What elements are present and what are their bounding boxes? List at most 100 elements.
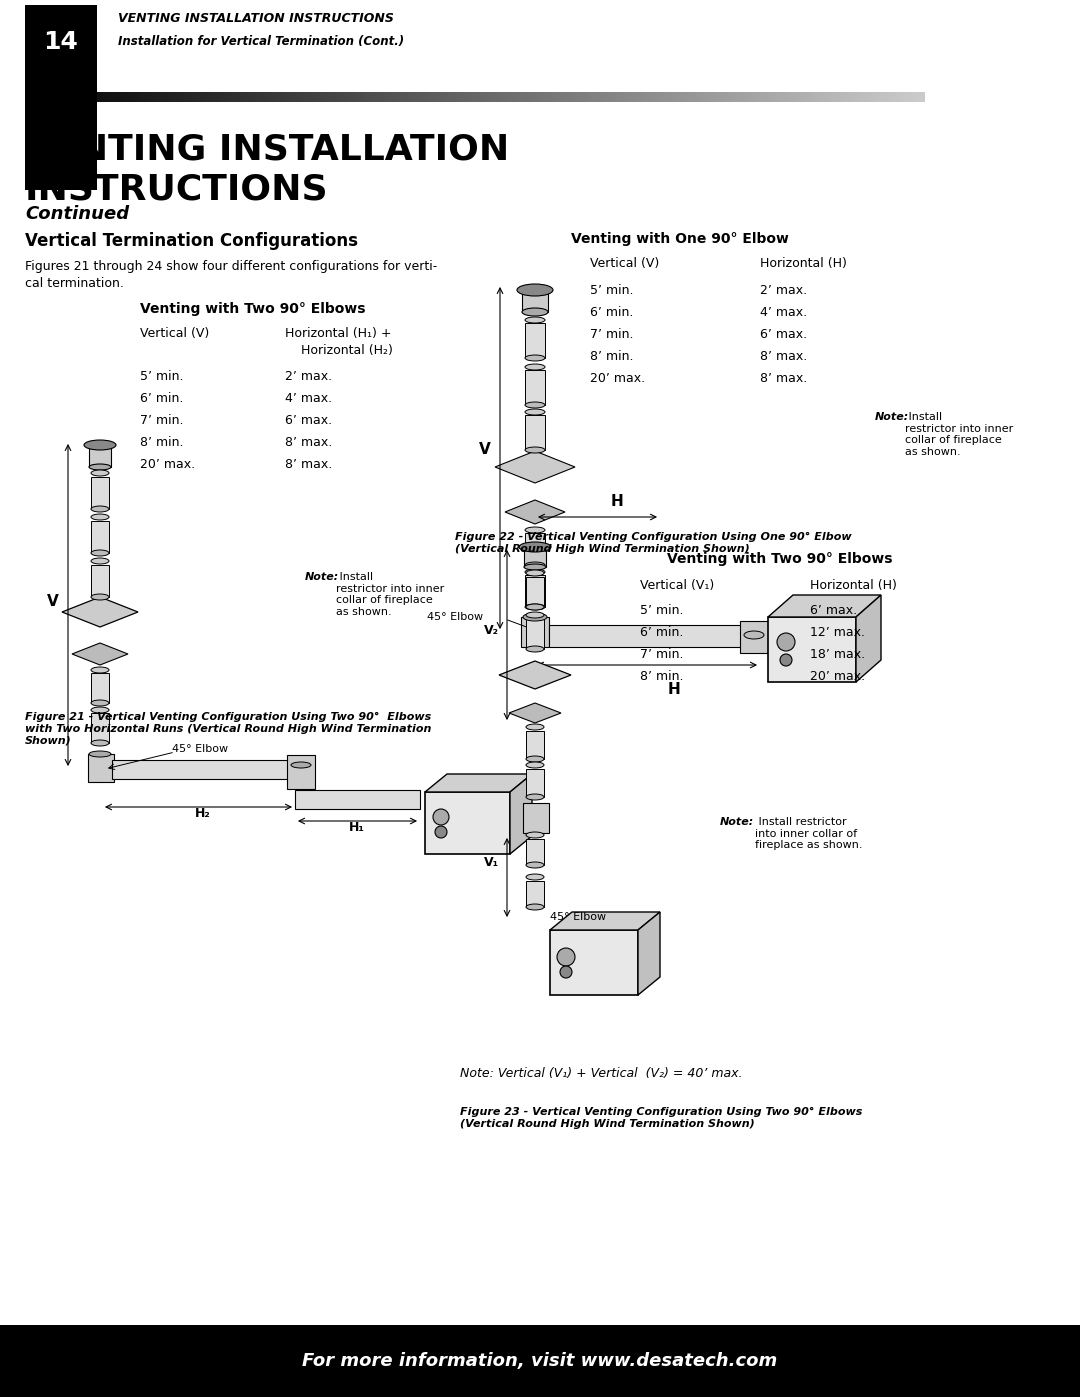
Bar — [39, 92, 43, 102]
Text: 20’ max.: 20’ max. — [140, 458, 195, 471]
Text: V₁: V₁ — [484, 856, 499, 869]
Bar — [799, 92, 804, 102]
Ellipse shape — [526, 612, 544, 617]
Bar — [93, 92, 97, 102]
Bar — [268, 92, 272, 102]
Bar — [573, 92, 579, 102]
Bar — [367, 92, 372, 102]
Text: 14: 14 — [43, 29, 79, 54]
Bar — [141, 92, 147, 102]
Polygon shape — [856, 595, 881, 682]
Bar — [89, 446, 111, 467]
Bar — [669, 92, 673, 102]
Bar — [731, 92, 737, 102]
Text: Vertical (V): Vertical (V) — [140, 327, 210, 339]
Text: 20’ max.: 20’ max. — [590, 372, 645, 386]
Bar — [646, 92, 650, 102]
Bar — [205, 92, 210, 102]
Bar — [87, 92, 93, 102]
Text: VENTING INSTALLATION INSTRUCTIONS: VENTING INSTALLATION INSTRUCTIONS — [118, 13, 394, 25]
Ellipse shape — [526, 756, 544, 761]
Text: For more information, visit www.desatech.com: For more information, visit www.desatech… — [302, 1352, 778, 1370]
Bar — [471, 92, 475, 102]
Ellipse shape — [91, 557, 109, 564]
Bar — [673, 92, 677, 102]
Bar — [91, 712, 109, 743]
Ellipse shape — [744, 631, 764, 638]
Ellipse shape — [517, 284, 553, 296]
Text: 6’ min.: 6’ min. — [590, 306, 633, 319]
Text: H₁: H₁ — [349, 821, 365, 834]
Text: 12’ max.: 12’ max. — [810, 626, 865, 638]
Bar — [353, 92, 359, 102]
Bar — [511, 92, 515, 102]
Polygon shape — [499, 661, 571, 689]
Bar — [309, 92, 313, 102]
Bar — [129, 92, 133, 102]
Bar — [835, 92, 839, 102]
Bar — [183, 92, 187, 102]
Bar — [691, 92, 696, 102]
Text: 45° Elbow: 45° Elbow — [550, 912, 606, 922]
Bar — [66, 92, 70, 102]
Bar — [83, 92, 89, 102]
Bar — [522, 291, 548, 312]
Bar — [507, 92, 511, 102]
Bar — [526, 768, 544, 798]
Polygon shape — [509, 703, 561, 724]
Ellipse shape — [91, 514, 109, 520]
Bar — [313, 92, 318, 102]
Bar — [893, 92, 899, 102]
Text: Note: Vertical (V₁) + Vertical  (V₂) = 40’ max.: Note: Vertical (V₁) + Vertical (V₂) = 40… — [460, 1067, 743, 1080]
Bar — [241, 92, 245, 102]
Text: Horizontal (H): Horizontal (H) — [760, 257, 847, 270]
Bar — [168, 92, 174, 102]
Bar — [903, 92, 907, 102]
Bar — [542, 92, 548, 102]
Bar — [723, 92, 727, 102]
Text: Installation for Vertical Termination (Cont.): Installation for Vertical Termination (C… — [118, 35, 404, 49]
Text: Figures 21 through 24 show four different configurations for verti-: Figures 21 through 24 show four differen… — [25, 260, 437, 272]
Text: 8’ min.: 8’ min. — [590, 351, 634, 363]
Bar — [839, 92, 845, 102]
Circle shape — [435, 826, 447, 838]
Bar — [907, 92, 912, 102]
Bar — [781, 92, 785, 102]
Ellipse shape — [91, 594, 109, 599]
Bar — [394, 92, 399, 102]
Bar — [164, 92, 170, 102]
Bar — [525, 92, 529, 102]
Polygon shape — [62, 597, 138, 627]
Bar — [889, 92, 893, 102]
Text: Venting with Two 90° Elbows: Venting with Two 90° Elbows — [140, 302, 365, 316]
Text: 2’ max.: 2’ max. — [285, 370, 333, 383]
Ellipse shape — [526, 604, 544, 610]
Circle shape — [777, 633, 795, 651]
Circle shape — [433, 809, 449, 826]
Bar — [421, 92, 426, 102]
Bar — [853, 92, 858, 102]
Bar — [295, 789, 420, 809]
Text: 6’ max.: 6’ max. — [810, 604, 858, 617]
Bar — [526, 731, 544, 759]
Bar — [660, 92, 664, 102]
Bar — [232, 92, 237, 102]
Bar — [102, 92, 106, 102]
Text: V: V — [480, 443, 491, 457]
Bar — [326, 92, 332, 102]
Ellipse shape — [524, 564, 546, 570]
Ellipse shape — [526, 645, 544, 652]
Bar — [650, 92, 656, 102]
Bar — [272, 92, 278, 102]
Bar — [201, 92, 205, 102]
Circle shape — [561, 965, 572, 978]
Ellipse shape — [522, 307, 548, 316]
Bar — [525, 415, 545, 450]
Bar — [708, 92, 714, 102]
Bar — [916, 92, 920, 102]
Bar — [777, 92, 781, 102]
Ellipse shape — [525, 402, 545, 408]
Bar — [550, 930, 638, 995]
Text: 20’ max.: 20’ max. — [810, 671, 865, 683]
Ellipse shape — [525, 355, 545, 360]
